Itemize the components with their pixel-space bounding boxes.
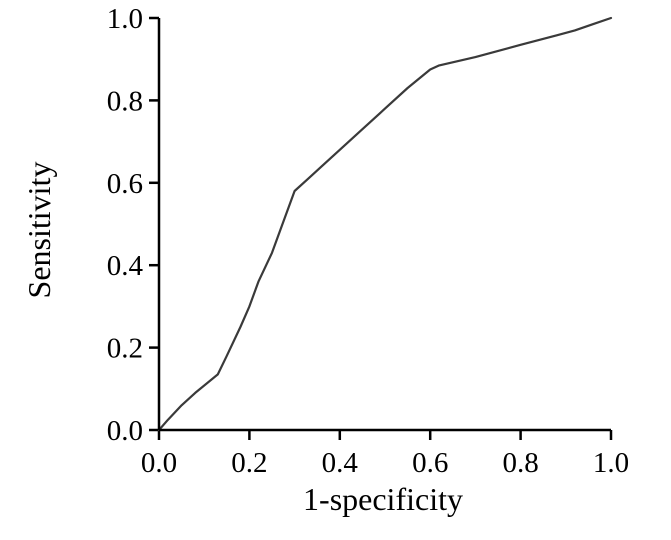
- x-tick-label: 0.6: [412, 447, 448, 479]
- y-axis-title: Sensitivity: [21, 162, 57, 299]
- y-tick-label: 0.6: [107, 168, 143, 200]
- tick-labels-layer: 0.0 0.2 0.4 0.6 0.8 1.0 0.0 0.2 0.4 0.6 0.8 1.0: [107, 3, 629, 479]
- y-tick-label: 0.4: [107, 250, 144, 282]
- x-tick-label: 0.4: [322, 447, 359, 479]
- y-tick-label: 0.2: [107, 333, 143, 365]
- y-tick-label: 1.0: [107, 3, 143, 35]
- ticks-layer: [149, 16, 613, 440]
- x-tick-label: 1.0: [593, 447, 629, 479]
- y-tick-label: 0.8: [107, 85, 143, 117]
- x-tick-label: 0.8: [502, 447, 538, 479]
- x-axis-title: 1-specificity: [303, 481, 463, 517]
- x-tick-label: 0.2: [231, 447, 267, 479]
- series-layer: [157, 16, 613, 432]
- roc-curve-line: [157, 16, 613, 432]
- x-tick-label: 0.0: [141, 447, 177, 479]
- y-tick-label: 0.0: [107, 415, 143, 447]
